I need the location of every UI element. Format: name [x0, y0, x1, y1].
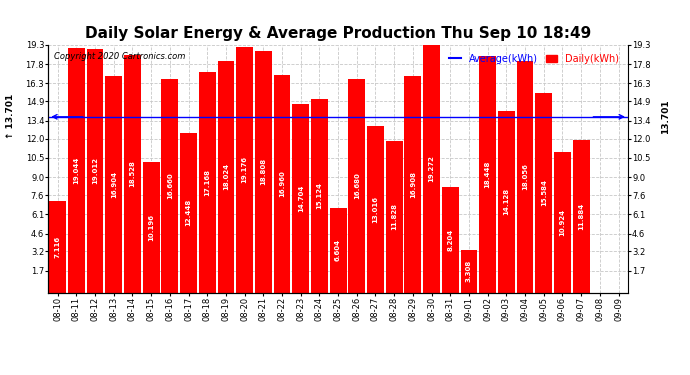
Bar [442, 187, 459, 292]
Text: 13.016: 13.016 [373, 195, 379, 222]
Text: 11.884: 11.884 [578, 202, 584, 230]
Bar [480, 56, 496, 292]
Bar [274, 75, 290, 292]
Bar [68, 48, 85, 292]
Text: 8.204: 8.204 [447, 229, 453, 251]
Text: 3.308: 3.308 [466, 260, 472, 282]
Text: 11.828: 11.828 [391, 203, 397, 230]
Text: 16.660: 16.660 [167, 172, 172, 199]
Text: 15.584: 15.584 [541, 179, 546, 206]
Text: Copyright 2020 Cartronics.com: Copyright 2020 Cartronics.com [54, 53, 186, 62]
Title: Daily Solar Energy & Average Production Thu Sep 10 18:49: Daily Solar Energy & Average Production … [85, 26, 591, 41]
Text: 16.960: 16.960 [279, 170, 285, 197]
Bar [87, 49, 104, 292]
Text: 16.680: 16.680 [354, 172, 359, 199]
Text: 19.272: 19.272 [428, 156, 435, 182]
Text: 18.808: 18.808 [260, 158, 266, 186]
Text: 14.704: 14.704 [297, 184, 304, 212]
Bar [460, 250, 477, 292]
Bar [311, 99, 328, 292]
Bar [554, 152, 571, 292]
Text: 18.448: 18.448 [484, 160, 491, 188]
Bar [199, 72, 216, 292]
Text: 17.168: 17.168 [204, 169, 210, 196]
Text: 19.044: 19.044 [73, 157, 79, 184]
Bar [330, 208, 346, 292]
Bar [106, 76, 122, 292]
Bar [217, 62, 235, 292]
Legend: Average(kWh), Daily(kWh): Average(kWh), Daily(kWh) [446, 50, 623, 68]
Bar [367, 126, 384, 292]
Text: 7.116: 7.116 [55, 236, 61, 258]
Bar [49, 201, 66, 292]
Bar [386, 141, 402, 292]
Text: ↑ 13.701: ↑ 13.701 [6, 94, 15, 140]
Bar [404, 76, 422, 292]
Bar [143, 162, 159, 292]
Text: 12.448: 12.448 [186, 199, 192, 226]
Text: 6.604: 6.604 [335, 239, 341, 261]
Bar [255, 51, 272, 292]
Bar [236, 46, 253, 292]
Text: 14.128: 14.128 [504, 188, 509, 216]
Bar [535, 93, 552, 292]
Text: 10.196: 10.196 [148, 214, 154, 241]
Bar [124, 55, 141, 292]
Text: 18.528: 18.528 [130, 160, 135, 187]
Bar [573, 140, 589, 292]
Bar [423, 45, 440, 292]
Bar [498, 111, 515, 292]
Bar [517, 61, 533, 292]
Bar [180, 133, 197, 292]
Text: 16.908: 16.908 [410, 171, 416, 198]
Text: 15.124: 15.124 [317, 182, 322, 209]
Text: 19.012: 19.012 [92, 157, 98, 184]
Text: 19.176: 19.176 [241, 156, 248, 183]
Text: 10.924: 10.924 [560, 209, 566, 236]
Text: 18.056: 18.056 [522, 163, 528, 190]
Bar [293, 104, 309, 292]
Bar [348, 79, 365, 292]
Text: 18.024: 18.024 [223, 164, 229, 190]
Text: 13.701: 13.701 [661, 99, 670, 134]
Bar [161, 79, 178, 292]
Text: 16.904: 16.904 [110, 171, 117, 198]
